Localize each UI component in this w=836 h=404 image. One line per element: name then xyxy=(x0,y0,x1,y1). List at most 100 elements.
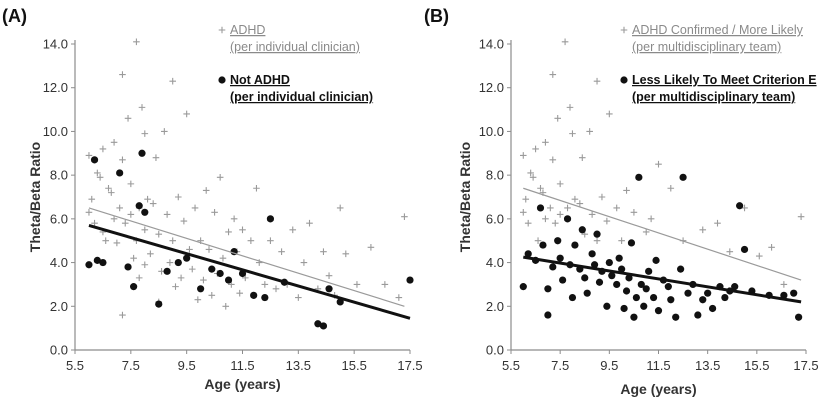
data-point-plus xyxy=(367,243,375,251)
data-point-plus xyxy=(532,145,539,153)
data-point-circle xyxy=(630,313,638,321)
data-point-circle xyxy=(549,263,557,271)
trend-line-gray xyxy=(523,187,802,281)
data-point-plus xyxy=(537,184,544,192)
data-point-circle xyxy=(590,261,599,269)
data-point-circle xyxy=(672,313,680,321)
x-tick-label: 9.5 xyxy=(600,358,618,373)
data-point-plus xyxy=(295,294,302,301)
data-point-plus xyxy=(141,226,149,234)
y-axis-title: Theta/Beta Ratio xyxy=(457,142,473,252)
data-point-circle xyxy=(325,285,333,293)
data-point-plus xyxy=(342,250,350,258)
data-point-plus xyxy=(180,217,188,225)
chart-panel-b: (B) 0.0 2.0 4.0 6.0 8.0 10.0 12.0 14.0 5.5 7.5 9.5 1… xyxy=(424,6,819,397)
trend-line-gray xyxy=(88,207,405,307)
data-point-plus xyxy=(127,180,135,188)
x-tick-label: 11.5 xyxy=(646,358,670,373)
data-point-circle xyxy=(637,280,645,289)
x-axis-title: Age (years) xyxy=(620,381,696,397)
data-point-circle xyxy=(603,302,611,310)
data-point-circle xyxy=(581,274,589,282)
data-point-plus xyxy=(613,204,621,212)
x-tick-label: 7.5 xyxy=(551,358,569,373)
data-point-plus xyxy=(149,200,157,207)
data-point-plus xyxy=(141,130,149,137)
data-point-plus xyxy=(588,211,596,218)
series-circle xyxy=(85,149,414,330)
y-tick-label: 10.0 xyxy=(43,124,68,139)
legend-marker-circle xyxy=(218,76,226,84)
y-tick-label: 2.0 xyxy=(50,299,68,314)
data-point-circle xyxy=(679,173,687,181)
y-tick-label: 4.0 xyxy=(50,255,68,270)
data-point-plus xyxy=(96,174,104,181)
data-point-plus xyxy=(519,209,527,216)
chart-panel-a: (A) 0.0 2.0 4.0 6.0 8.0 10.0 12.0 14.0 5.5 7.5 9.5 1… xyxy=(2,6,423,392)
data-point-plus xyxy=(138,104,146,111)
data-point-circle xyxy=(208,265,216,273)
legend-marker-plus xyxy=(620,26,628,34)
legend-series-name: Not ADHD xyxy=(230,73,290,87)
data-point-plus xyxy=(336,204,344,212)
data-point-circle xyxy=(620,304,628,313)
data-point-circle xyxy=(536,204,545,212)
y-tick-label: 0.0 xyxy=(486,343,504,358)
y-tick-label: 8.0 xyxy=(486,168,504,183)
trend-line-black xyxy=(523,255,802,304)
data-point-plus xyxy=(253,184,260,192)
x-tick-label: 13.5 xyxy=(286,358,311,373)
data-point-circle xyxy=(740,245,749,254)
data-point-plus xyxy=(169,77,177,85)
data-point-circle xyxy=(615,254,623,262)
data-point-circle xyxy=(618,265,626,273)
data-point-plus xyxy=(247,237,255,245)
data-point-circle xyxy=(593,230,601,238)
y-tick-label: 6.0 xyxy=(50,211,68,226)
data-point-plus xyxy=(667,184,675,192)
data-point-circle xyxy=(183,254,191,262)
data-point-plus xyxy=(542,139,549,146)
data-point-plus xyxy=(554,115,562,122)
data-point-plus xyxy=(186,246,193,253)
y-tick-label: 14.0 xyxy=(479,37,504,52)
data-point-circle xyxy=(85,261,93,269)
data-point-circle xyxy=(694,311,702,319)
data-point-plus xyxy=(127,211,135,218)
data-point-circle xyxy=(124,263,132,271)
data-point-plus xyxy=(726,248,734,255)
data-point-circle xyxy=(224,276,233,284)
data-point-plus xyxy=(576,200,584,207)
data-point-circle xyxy=(524,250,532,258)
data-point-plus xyxy=(236,289,244,297)
data-point-plus xyxy=(102,237,110,245)
y-tick-label: 6.0 xyxy=(486,211,504,226)
panel-label: (A) xyxy=(2,6,27,26)
x-axis-title: Age (years) xyxy=(204,376,280,392)
x-tick-label: 15.5 xyxy=(744,358,769,373)
data-point-circle xyxy=(539,241,547,249)
y-tick-label: 4.0 xyxy=(486,255,504,270)
data-point-plus xyxy=(561,38,569,46)
data-point-circle xyxy=(406,276,414,284)
data-point-circle xyxy=(135,202,143,210)
data-point-circle xyxy=(640,302,648,310)
x-tick-label: 15.5 xyxy=(342,358,367,373)
data-point-circle xyxy=(667,296,675,304)
data-point-plus xyxy=(130,254,137,262)
data-point-circle xyxy=(595,278,604,286)
legend: ADHD Confirmed / More Likely (per multidi… xyxy=(620,23,817,104)
data-point-circle xyxy=(568,293,577,302)
data-point-circle xyxy=(627,239,636,247)
data-point-plus xyxy=(289,226,297,234)
data-point-plus xyxy=(230,215,238,223)
data-point-plus xyxy=(353,281,361,288)
data-point-plus xyxy=(200,276,207,284)
data-point-plus xyxy=(208,292,216,299)
panel-label: (B) xyxy=(424,6,449,26)
data-point-plus xyxy=(107,189,115,196)
data-point-circle xyxy=(605,258,613,267)
data-point-circle xyxy=(645,267,653,275)
data-point-plus xyxy=(381,281,389,288)
